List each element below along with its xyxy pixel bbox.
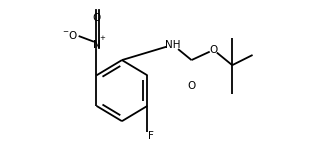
Text: +: + [99,35,105,41]
Text: O: O [187,80,196,91]
Text: NH: NH [165,40,181,50]
Text: O: O [209,45,218,55]
Text: N: N [93,40,100,50]
Text: O: O [92,13,101,22]
Text: $^{-}$O: $^{-}$O [62,29,78,41]
Text: F: F [148,131,154,141]
